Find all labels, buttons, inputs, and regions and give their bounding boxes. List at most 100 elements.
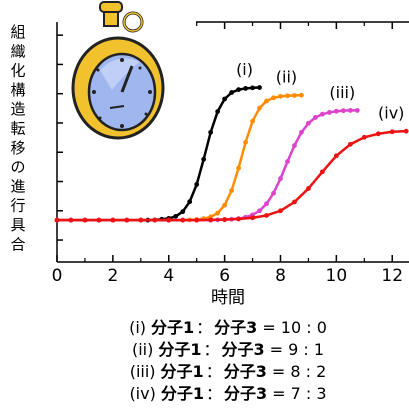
- x-tick-label: 12: [381, 266, 403, 286]
- data-point: [327, 110, 332, 115]
- note-line: (iii)分子1：分子3= 8 : 2: [130, 362, 327, 381]
- note-part: 分子1: [158, 340, 201, 359]
- data-point: [55, 218, 60, 223]
- series: [55, 129, 409, 223]
- data-point: [243, 140, 248, 145]
- y-axis-label: 組織化構造転移の進行具合: [10, 23, 25, 253]
- data-point: [97, 218, 102, 223]
- data-point: [292, 93, 297, 98]
- data-point: [306, 121, 311, 126]
- data-point: [299, 130, 304, 135]
- note-part: = 7 : 3: [272, 384, 326, 403]
- data-point: [124, 218, 129, 223]
- data-point: [236, 217, 241, 222]
- data-point: [187, 199, 192, 204]
- x-tick-label: 4: [163, 266, 174, 286]
- note-part: = 9 : 1: [270, 340, 324, 359]
- data-point: [285, 159, 290, 164]
- data-point: [222, 97, 227, 102]
- data-point: [201, 157, 206, 162]
- data-point: [257, 106, 262, 111]
- data-point: [69, 218, 74, 223]
- data-point: [306, 186, 311, 191]
- note-part: = 10 : 0: [262, 318, 327, 337]
- data-point: [257, 85, 262, 90]
- data-point: [83, 218, 88, 223]
- note-part: ：: [206, 384, 222, 403]
- data-point: [243, 86, 248, 91]
- note-part: 分子1: [151, 318, 194, 337]
- data-point: [166, 218, 171, 223]
- note-part: 分子3: [221, 340, 264, 359]
- data-point: [292, 200, 297, 205]
- data-point: [215, 109, 220, 114]
- note-part: ：: [203, 340, 219, 359]
- stopwatch-icon: [73, 2, 163, 138]
- data-point: [271, 95, 276, 100]
- data-point: [264, 213, 269, 218]
- note-part: (iv): [129, 384, 155, 403]
- data-point: [285, 93, 290, 98]
- data-point: [334, 109, 339, 114]
- data-point: [257, 208, 262, 213]
- data-point: [278, 94, 283, 99]
- series-label: (iv): [378, 104, 404, 123]
- series-line: [57, 131, 406, 220]
- data-point: [180, 209, 185, 214]
- data-point: [355, 108, 360, 113]
- data-point: [348, 108, 353, 113]
- note-line: (ii) 分子1：分子3 = 9 : 1: [132, 340, 324, 359]
- data-point: [313, 115, 318, 120]
- data-point: [362, 135, 367, 140]
- x-tick-label: 0: [52, 266, 63, 286]
- data-point: [222, 217, 227, 222]
- data-point: [278, 176, 283, 181]
- x-tick-label: 2: [107, 266, 118, 286]
- chart: 時間 組織化構造転移の進行具合 0 2 4 6 8 10 12 (i) (ii) (iii) (iv)…: [0, 0, 409, 409]
- data-point: [404, 129, 409, 134]
- data-point: [250, 215, 255, 220]
- data-point: [264, 201, 269, 206]
- data-point: [222, 203, 227, 208]
- data-point: [334, 153, 339, 158]
- series-label: (i): [236, 60, 253, 79]
- data-point: [229, 90, 234, 95]
- note-part: 分子3: [224, 362, 267, 381]
- data-point: [390, 129, 395, 134]
- data-point: [208, 217, 213, 222]
- series-label: (ii): [276, 68, 297, 87]
- data-point: [320, 169, 325, 174]
- data-point: [215, 211, 220, 216]
- data-point: [250, 85, 255, 90]
- note-part: = 8 : 2: [272, 362, 326, 381]
- x-tick-label: 10: [326, 266, 348, 286]
- note-part: (ii): [132, 340, 153, 359]
- note-part: ：: [196, 318, 212, 337]
- data-point: [208, 130, 213, 135]
- note-part: 分子3: [224, 384, 267, 403]
- note-line: (i) 分子1：分子3 = 10 : 0: [129, 318, 327, 337]
- data-point: [194, 182, 199, 187]
- data-point: [110, 218, 115, 223]
- data-point: [320, 112, 325, 117]
- data-point: [264, 99, 269, 104]
- x-tick-label: 8: [275, 266, 286, 286]
- data-point: [236, 87, 241, 92]
- data-point: [299, 93, 304, 98]
- data-point: [173, 214, 178, 219]
- x-tick-label: 6: [219, 266, 230, 286]
- data-point: [180, 218, 185, 223]
- data-point: [236, 166, 241, 171]
- series-label: (iii): [329, 83, 355, 102]
- note-part: 分子3: [214, 318, 257, 337]
- data-point: [229, 188, 234, 193]
- note-part: (i): [129, 318, 146, 337]
- data-point: [292, 143, 297, 148]
- data-point: [341, 108, 346, 113]
- note-part: 分子1: [161, 362, 204, 381]
- note-line: (iv)分子1：分子3= 7 : 3: [129, 384, 326, 403]
- x-axis-label: 時間: [211, 288, 245, 308]
- data-point: [376, 131, 381, 136]
- data-point: [348, 142, 353, 147]
- note-part: ：: [206, 362, 222, 381]
